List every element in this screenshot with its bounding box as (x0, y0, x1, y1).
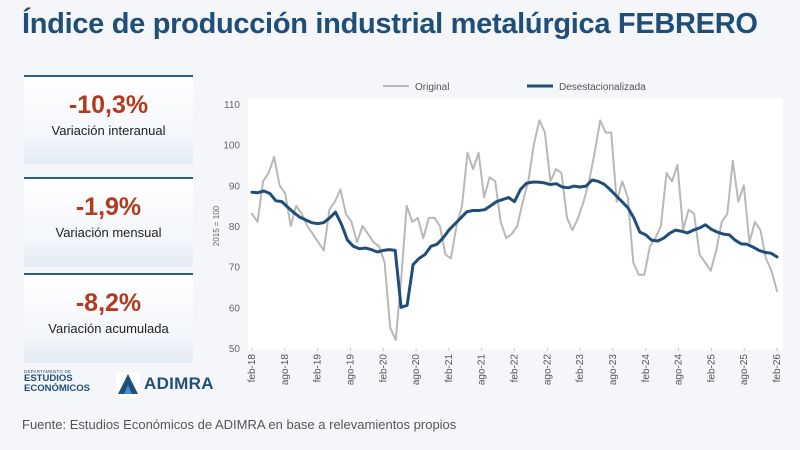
y-tick-label: 80 (229, 222, 241, 233)
kpi-value: -8,2% (75, 289, 142, 317)
adimra-logo: ADIMRA (116, 372, 214, 396)
x-tick-label: feb-25 (706, 354, 717, 383)
kpi-card-mensual: -1,9% Variación mensual (24, 177, 193, 267)
y-tick-label: 90 (229, 181, 241, 192)
kpi-label: Variación acumulada (48, 321, 169, 336)
kpi-value: -10,3% (68, 91, 149, 119)
logo-estudios-text: ESTUDIOS (24, 373, 73, 384)
adimra-logo-text: ADIMRA (144, 374, 214, 393)
x-tick-label: ago-18 (280, 354, 291, 386)
y-tick-label: 100 (223, 141, 240, 152)
x-tick-label: feb-21 (444, 354, 455, 383)
x-tick-label: ago-24 (674, 354, 685, 386)
estudios-economicos-logo: DEPARTAMENTO DE ESTUDIOS ECONÓMICOS (24, 369, 110, 394)
x-tick-label: feb-26 (772, 354, 783, 383)
y-tick-label: 50 (229, 344, 241, 355)
kpi-card-acumulada: -8,2% Variación acumulada (24, 273, 193, 363)
x-tick-label: feb-24 (641, 354, 652, 383)
x-tick-label: feb-23 (575, 354, 586, 383)
adimra-logo-icon (116, 372, 140, 396)
x-tick-label: feb-19 (313, 354, 324, 383)
y-tick-label: 70 (229, 263, 241, 274)
x-tick-label: ago-23 (608, 354, 619, 386)
series-line-desestacionalizada (250, 178, 779, 309)
plot-background (248, 98, 783, 350)
kpi-value: -1,9% (75, 193, 142, 221)
x-tick-label: ago-25 (739, 354, 750, 386)
x-tick-label: feb-20 (378, 354, 389, 383)
series-line-original (251, 119, 778, 341)
kpi-card-interanual: -10,3% Variación interanual (24, 75, 193, 164)
y-tick-label: 110 (224, 100, 240, 111)
x-tick-label: ago-19 (345, 354, 356, 386)
x-tick-label: ago-20 (411, 354, 422, 386)
legend-label: Desestacionalizada (559, 82, 646, 93)
x-tick-label: feb-18 (247, 354, 258, 383)
page-title: Índice de producción industrial metalúrg… (22, 8, 758, 40)
kpi-label: Variación interanual (51, 123, 166, 138)
legend-label: Original (415, 82, 449, 93)
source-note: Fuente: Estudios Económicos de ADIMRA en… (22, 417, 457, 432)
x-tick-label: ago-22 (542, 354, 553, 386)
y-axis-label: 2015 = 100 (212, 205, 221, 246)
logo-department-text: DEPARTAMENTO DE (24, 369, 72, 374)
x-tick-label: ago-21 (477, 354, 488, 386)
y-tick-label: 60 (229, 303, 241, 314)
x-tick-label: feb-22 (510, 354, 521, 383)
kpi-label: Variación mensual (55, 225, 162, 240)
logo-economicos-text: ECONÓMICOS (24, 383, 90, 394)
line-chart: 50 60 70 80 90 100 110 2015 = 100 feb-18 ago-18 fe… (212, 82, 783, 386)
